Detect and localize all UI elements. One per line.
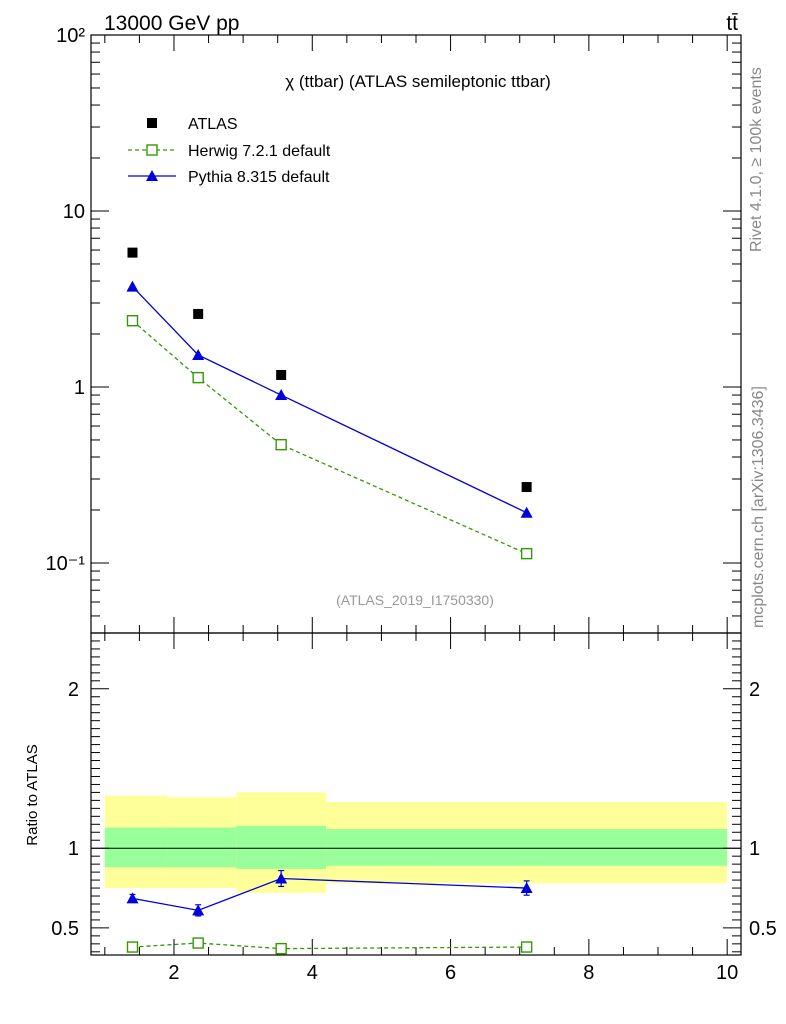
legend-atlas-label: ATLAS (188, 116, 238, 133)
main-y-tick-labels: 10² 10 1 10⁻¹ (46, 25, 86, 575)
ratio-herwig-point-0 (126, 941, 139, 953)
mcplots-label: mcplots.cern.ch [arXiv:1306.3436] (750, 386, 767, 628)
herwig-point-2 (275, 438, 287, 451)
ratio-herwig-point-1 (192, 937, 204, 949)
legend-herwig-marker (146, 144, 158, 156)
herwig-line (132, 320, 527, 555)
main-axis-ticks (91, 34, 741, 634)
ratio-y-tick-label-right-1: 1 (749, 838, 760, 860)
ratio-band-inner-3 (326, 829, 728, 866)
pythia-point-3 (520, 506, 533, 518)
ratio-y-axis-label: Ratio to ATLAS (24, 744, 41, 845)
pythia-point-1 (192, 348, 205, 360)
herwig-point-3 (520, 547, 533, 560)
main-y-tick-label-0: 10² (56, 25, 85, 47)
ratio-x-tick-label-4: 10 (716, 962, 738, 984)
chart-title: χ (ttbar) (ATLAS semileptonic ttbar) (285, 72, 551, 91)
analysis-label: (ATLAS_2019_I1750330) (336, 592, 494, 608)
ratio-frame (90, 632, 742, 956)
ratio-y-tick-label-right-2: 2 (749, 679, 760, 701)
legend-pythia-marker (146, 170, 158, 181)
legend: ATLAS Herwig 7.2.1 default Pythia 8.315 … (128, 116, 331, 186)
main-y-tick-label-1: 10 (63, 201, 85, 223)
ratio-herwig-point-3 (520, 941, 533, 953)
ratio-x-tick-label-2: 6 (445, 962, 456, 984)
ratio-x-tick-label-3: 8 (583, 962, 594, 984)
main-y-tick-label-3: 10⁻¹ (46, 553, 86, 575)
ratio-series (126, 869, 533, 955)
ratio-y-tick-label-left-2: 2 (68, 679, 79, 701)
ratio-y-tick-label-left-1: 1 (68, 838, 79, 860)
herwig-point-0 (126, 315, 139, 327)
ratio-band-inner-1 (167, 827, 237, 868)
legend-entry-herwig: Herwig 7.2.1 default (128, 143, 331, 160)
ratio-band-inner-0 (104, 827, 168, 868)
ratio-pythia-point-3 (520, 882, 533, 894)
ratio-pythia-point-1 (192, 904, 205, 916)
rivet-label: Rivet 4.1.0, ≥ 100k events (748, 67, 765, 252)
atlas-point-1 (193, 308, 204, 319)
process-label: tt̄ (726, 12, 738, 35)
legend-herwig-label: Herwig 7.2.1 default (188, 143, 331, 160)
ratio-panel: 0.5 0.5 1 1 2 2 2 4 6 8 10 Ratio to ATLAS (24, 632, 777, 984)
energy-label: 13000 GeV pp (104, 12, 239, 35)
ratio-x-tick-labels: 2 4 6 8 10 (168, 962, 738, 984)
ratio-x-tick-label-0: 2 (168, 962, 179, 984)
ratio-pythia-point-0 (126, 892, 139, 904)
main-panel: 10² 10 1 10⁻¹ χ (ttbar) (ATLAS semileptonic… (46, 25, 742, 634)
ratio-y-tick-labels: 0.5 0.5 1 1 2 2 (51, 679, 777, 940)
pythia-point-0 (126, 280, 139, 292)
main-series (126, 247, 533, 560)
atlas-point-3 (521, 482, 532, 493)
legend-entry-pythia: Pythia 8.315 default (128, 169, 330, 186)
ratio-pythia-point-2 (275, 872, 288, 884)
ratio-band-inner-2 (236, 825, 327, 869)
pythia-point-2 (275, 389, 288, 401)
ratio-y-tick-label-right-0: 0.5 (749, 918, 777, 940)
pythia-line (132, 286, 527, 514)
legend-entry-atlas: ATLAS (147, 116, 238, 133)
atlas-point-2 (276, 369, 287, 380)
legend-pythia-label: Pythia 8.315 default (188, 169, 330, 186)
ratio-bands (104, 792, 728, 893)
atlas-point-0 (127, 247, 138, 258)
ratio-herwig-point-2 (275, 942, 287, 955)
ratio-axis-ticks (91, 632, 741, 955)
ratio-herwig-line (132, 942, 527, 950)
ratio-x-tick-label-1: 4 (307, 962, 318, 984)
legend-atlas-marker (147, 118, 157, 128)
main-y-tick-label-2: 1 (74, 377, 85, 399)
herwig-point-1 (192, 371, 204, 384)
ratio-y-tick-label-left-0: 0.5 (51, 918, 79, 940)
ratio-pythia-line (132, 877, 527, 912)
